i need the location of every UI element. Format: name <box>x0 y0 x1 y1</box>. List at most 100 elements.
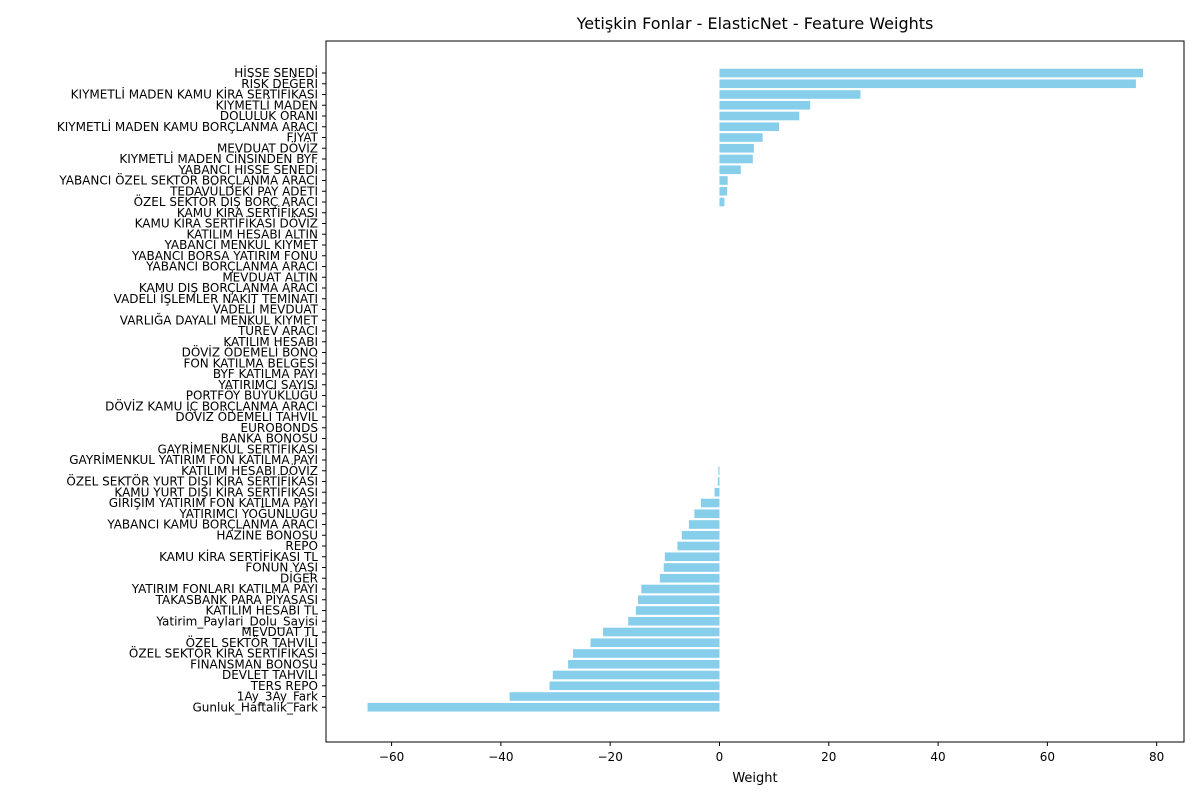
category-label: TERS REPO <box>250 679 318 693</box>
bar <box>509 692 720 701</box>
bar <box>719 197 725 207</box>
bar <box>694 509 720 519</box>
x-tick-label: 80 <box>1149 750 1164 764</box>
category-label: KAMU KİRA SERTİFİKASI <box>177 205 318 220</box>
category-label: DÖVİZ ÖDEMELİ BONO <box>182 344 318 360</box>
category-label: YATIRIM FONLARI KATILMA PAYI <box>131 582 318 596</box>
bar <box>663 563 720 572</box>
category-label: KIYMETLİ MADEN <box>216 97 318 112</box>
category-label: BANKA BONOSU <box>221 432 318 446</box>
bar <box>719 122 780 132</box>
bar <box>718 466 720 476</box>
bar <box>659 573 720 583</box>
x-axis: −60 −40 −20 0 20 40 60 80 <box>379 742 1164 764</box>
bar <box>664 552 720 562</box>
bar <box>628 616 720 626</box>
category-label: YABANCI MENKUL KIYMET <box>163 238 318 252</box>
category-label: ÖZEL SEKTÖR DIŞ BORÇ ARACI <box>134 193 318 209</box>
bar <box>677 541 720 551</box>
bar <box>700 498 720 508</box>
x-tick-label: −20 <box>598 750 623 764</box>
category-label: FON KATILMA BELGESİ <box>183 355 318 370</box>
category-label: VARLIĞA DAYALI MENKUL KIYMET <box>120 312 319 327</box>
category-label: BYF KATILMA PAYI <box>213 367 318 381</box>
bar <box>688 520 720 529</box>
category-label: Yatirim_Paylari_Dolu_Sayisi <box>155 614 318 628</box>
category-label: PORTFÖY BÜYÜKLÜĞÜ <box>186 387 318 403</box>
category-label: 1Ay_3Ay_Fark <box>237 690 318 704</box>
category-label: KIYMETLİ MADEN KAMU BORÇLANMA ARACI <box>57 119 318 134</box>
plot-frame <box>325 40 1185 743</box>
category-label: RİSK DEĞERİ <box>241 76 318 91</box>
category-label: KATILIM HESABI DÖVİZ <box>181 462 318 478</box>
category-label: YABANCI HİSSE SENEDİ <box>178 162 319 177</box>
bar <box>719 68 1144 78</box>
category-label: GAYRİMENKUL SERTİFİKASI <box>157 441 318 456</box>
x-tick-label: 40 <box>930 750 945 764</box>
category-label: KIYMETLİ MADEN CİNSİNDEN BYF <box>119 151 318 166</box>
category-label: VADELİ İŞLEMLER NAKİT TEMİNATI <box>114 291 318 306</box>
category-label: KATILIM HESABI <box>223 335 318 349</box>
category-label: ÖZEL SEKTÖR TAHVİLİ <box>186 634 318 650</box>
category-label: YABANCI BORÇLANMA ARACI <box>145 260 318 274</box>
category-label: KATILIM HESABI TL <box>206 604 319 618</box>
x-axis-label: Weight <box>732 771 777 786</box>
category-label: FİNANSMAN BONOSU <box>190 656 318 671</box>
category-label: YATIRIMCI SAYISI <box>217 378 318 392</box>
category-label: MEVDUAT ALTIN <box>222 270 318 284</box>
category-label: VADELİ MEVDUAT <box>213 302 319 317</box>
chart-title: Yetişkin Fonlar - ElasticNet - Feature W… <box>576 14 934 33</box>
category-label: TÜREV ARACI <box>237 322 318 338</box>
category-label: HİSSE SENEDİ <box>234 65 318 80</box>
category-label: YABANCI BORSA YATIRIM FONU <box>131 249 318 263</box>
category-label: DEVLET TAHVİLİ <box>222 667 318 682</box>
category-label: TAKASBANK PARA PİYASASI <box>155 592 318 607</box>
x-tick-label: 0 <box>716 750 724 764</box>
bar <box>549 681 720 691</box>
bar <box>367 702 720 712</box>
bar <box>635 606 720 615</box>
x-tick-label: 20 <box>821 750 836 764</box>
bar <box>568 659 720 669</box>
category-label: KATILIM HESABI ALTIN <box>186 227 318 241</box>
bar <box>641 584 720 594</box>
category-label: GAYRİMENKUL YATIRIM FON KATILMA PAYI <box>69 452 318 467</box>
category-label: KAMU YURT DIŞI KİRA SERTİFİKASI <box>114 484 318 499</box>
category-label: KAMU DIŞ BORÇLANMA ARACI <box>139 281 318 295</box>
bar <box>573 649 720 658</box>
x-tick-label: −60 <box>379 750 404 764</box>
category-label: Gunluk_Haftalik_Fark <box>192 700 318 714</box>
category-label: GİRİŞİM YATIRIM FON KATILMA PAYI <box>109 495 318 510</box>
bar <box>590 638 720 648</box>
category-label: DÖVİZ ÖDEMELİ TAHVİL <box>175 408 318 424</box>
category-label: DİĞER <box>280 570 318 585</box>
category-label: KIYMETLİ MADEN KAMU KİRA SERTİFİKASI <box>71 87 318 102</box>
category-label: KAMU KİRA SERTİFİKASI DÖVİZ <box>135 215 318 231</box>
category-label: KAMU KİRA SERTİFİKASI TL <box>159 549 318 564</box>
bar <box>719 143 754 153</box>
bar <box>719 176 728 185</box>
bar <box>719 100 811 110</box>
category-label: FİYAT <box>287 130 319 145</box>
category-label: MEVDUAT DÖVİZ <box>217 139 318 155</box>
bar <box>719 133 763 142</box>
x-tick-label: 60 <box>1040 750 1055 764</box>
bar <box>719 79 1136 89</box>
category-label: TEDAVÜLDEKİ PAY ADETİ <box>169 182 318 198</box>
category-label: YATIRIMCI YOĞUNLUĞU <box>178 506 318 521</box>
bar <box>719 154 753 164</box>
category-label: EUROBONDS <box>241 421 318 435</box>
bar <box>719 111 800 121</box>
bar <box>714 487 720 497</box>
category-label: YABANCI KAMU BORÇLANMA ARACI <box>106 518 318 532</box>
category-label: DOLULUK ORANI <box>220 109 318 123</box>
x-tick-label: −40 <box>488 750 513 764</box>
category-label: REPO <box>285 539 318 553</box>
category-label: MEVDUAT TL <box>241 625 318 639</box>
category-label: YABANCI ÖZEL SEKTÖR BORÇLANMA ARACI <box>58 172 318 188</box>
bars-group <box>367 68 1144 712</box>
bar <box>681 530 720 540</box>
category-label: DÖVİZ KAMU İÇ BORÇLANMA ARACI <box>105 397 318 413</box>
